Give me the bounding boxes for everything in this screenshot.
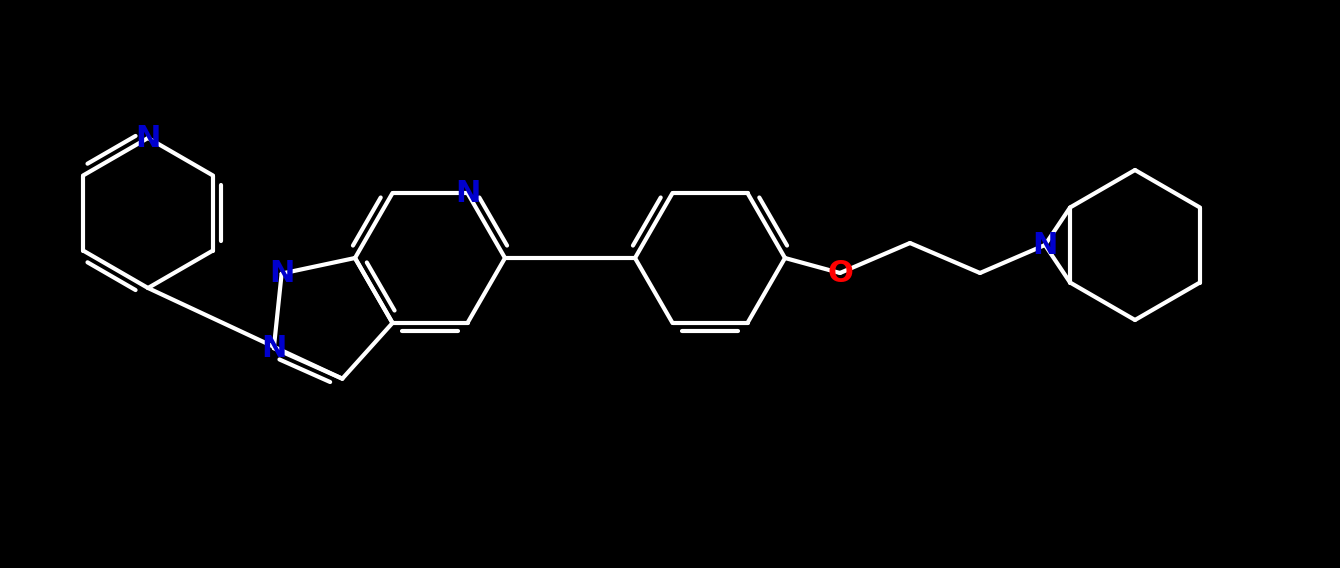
Text: N: N [135, 123, 161, 152]
Text: N: N [454, 178, 480, 207]
Text: O: O [827, 258, 854, 287]
Text: N: N [261, 333, 287, 363]
Text: N: N [1032, 231, 1057, 260]
Text: N: N [269, 259, 295, 288]
